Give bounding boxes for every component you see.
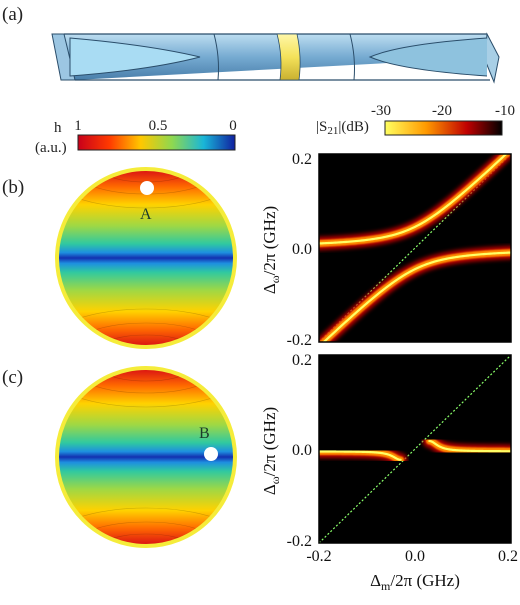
top-ytick-0.2: 0.2 [292, 151, 312, 168]
xtick-0.0: 0.0 [405, 548, 425, 565]
h-colorbar-unit: (a.u.) [35, 140, 67, 156]
s21-colorbar-tick-mid: -20 [432, 103, 452, 119]
xtick-neg0.2: -0.2 [306, 548, 331, 565]
bottom-branch-0-layer-2 [319, 450, 402, 461]
s21-heatmap-bottom [318, 354, 512, 544]
h-colorbar-tick-mid: 0.5 [149, 118, 168, 134]
bottom-uncoupled-diagonal [319, 355, 511, 543]
bottom-ytick-0.0: 0.0 [292, 442, 312, 459]
h-colorbar: h (a.u.) 1 0.5 0 [35, 118, 237, 156]
field-map-b: A [55, 167, 237, 349]
panel-label-c: (c) [2, 367, 23, 388]
top-ylabel: Δω/2π (GHz) [260, 206, 282, 294]
top-branch-1-layer-2 [322, 251, 511, 342]
top-ytick-0.0: 0.0 [292, 241, 312, 258]
s21-colorbar: |S21|(dB) -30 -20 -10 [316, 103, 515, 137]
top-ytick-neg0.2: -0.2 [287, 332, 312, 349]
xlabel: Δm/2π (GHz) [370, 571, 460, 593]
marker-a-label: A [140, 206, 152, 223]
top-branch-0-layer-2 [319, 154, 508, 245]
h-colorbar-bar [77, 134, 236, 151]
s21-colorbar-tick-min: -30 [371, 103, 391, 119]
h-colorbar-symbol: h [54, 120, 62, 136]
s21-colorbar-title: |S21|(dB) [316, 119, 369, 137]
waveguide-illustration [51, 32, 500, 84]
bottom-ytick-0.2: 0.2 [292, 352, 312, 369]
h-colorbar-tick-max: 1 [74, 118, 82, 134]
s21-colorbar-bar [384, 120, 503, 136]
marker-a-dot [140, 181, 154, 195]
s21-colorbar-tick-max: -10 [495, 103, 515, 119]
h-colorbar-tick-min: 0 [229, 118, 237, 134]
s21-heatmap-top [318, 153, 512, 343]
bottom-ytick-neg0.2: -0.2 [287, 533, 312, 550]
bottom-branch-1-layer-2 [428, 439, 511, 453]
marker-b-dot [204, 447, 218, 461]
bottom-ylabel: Δω/2π (GHz) [260, 407, 282, 495]
panel-label-a: (a) [2, 4, 23, 25]
top-curves [319, 154, 511, 342]
bottom-curves [319, 355, 511, 543]
panel-label-b: (b) [2, 177, 24, 198]
field-map-c: B [55, 366, 237, 548]
marker-b-label: B [199, 425, 210, 442]
xtick-0.2: 0.2 [498, 548, 518, 565]
